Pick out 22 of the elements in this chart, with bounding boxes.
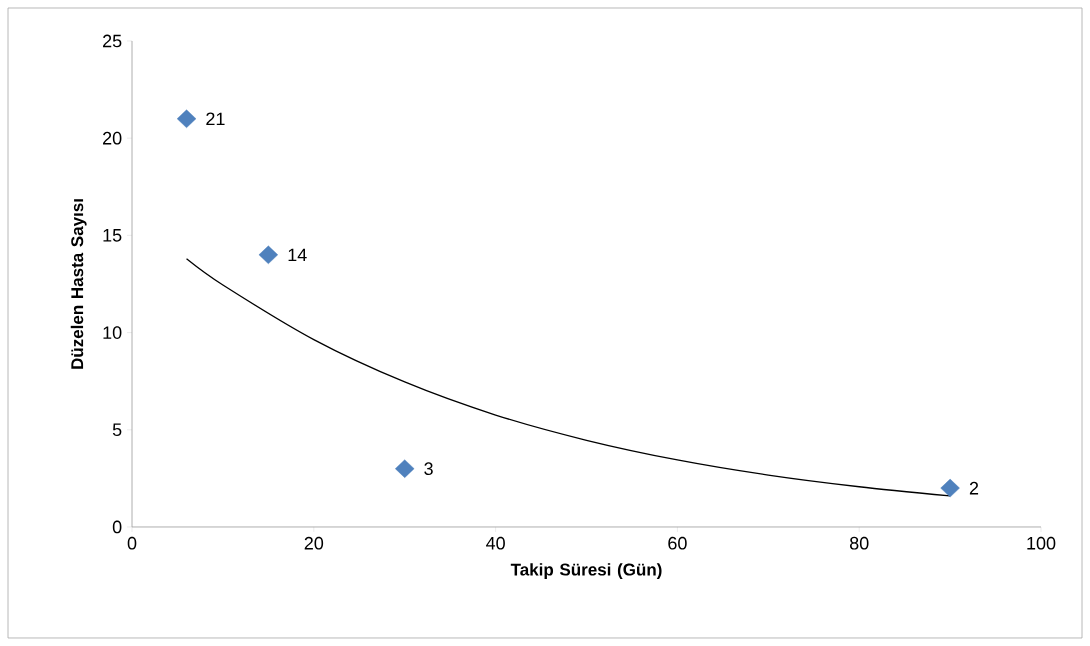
y-tick-label: 25 <box>103 34 122 48</box>
y-axis-title: Düzelen Hasta Sayısı <box>70 199 87 369</box>
x-tick-label: 40 <box>486 536 505 550</box>
x-tick-label: 0 <box>127 536 137 550</box>
data-label: 14 <box>288 248 307 262</box>
data-label: 21 <box>206 112 225 126</box>
y-tick-label: 10 <box>103 326 122 339</box>
point <box>176 109 197 128</box>
x-tick-label: 100 <box>1027 536 1056 550</box>
data-label: 3 <box>424 462 433 476</box>
y-tick-label: 20 <box>103 131 122 145</box>
point <box>258 245 279 265</box>
y-tick-label: 15 <box>103 229 122 242</box>
x-axis-title: Takip Süresi (Gün) <box>510 563 662 579</box>
point <box>940 478 960 498</box>
point <box>395 459 415 478</box>
x-tick-label: 80 <box>849 536 869 550</box>
x-tick-label: 20 <box>304 536 324 550</box>
y-tick-label: 5 <box>112 423 122 437</box>
data-label: 2 <box>969 481 979 495</box>
x-tick-label: 60 <box>668 536 687 550</box>
y-tick-label: 0 <box>112 520 122 534</box>
